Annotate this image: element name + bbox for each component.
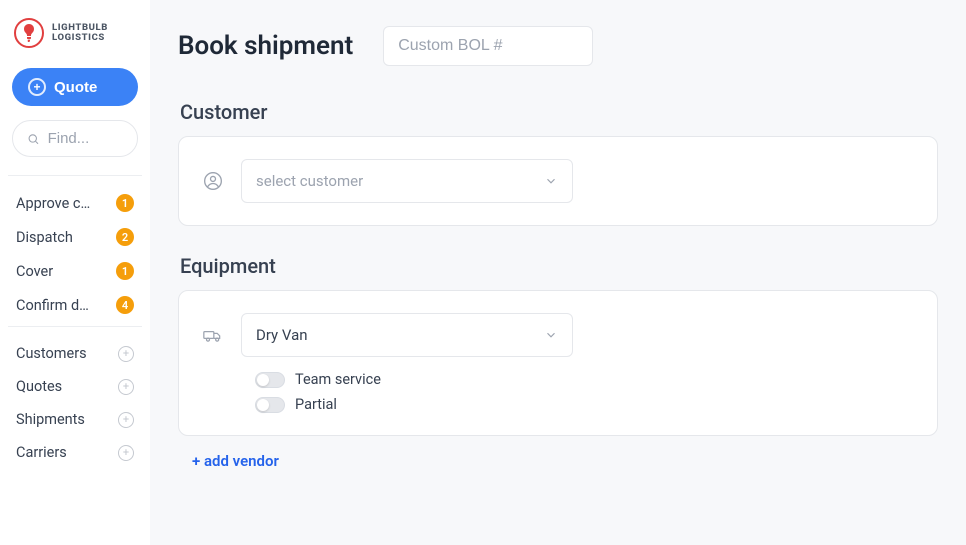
plus-icon[interactable]: + bbox=[118, 445, 134, 461]
sidebar-link-customers[interactable]: Customers + bbox=[8, 337, 142, 370]
chevron-down-icon bbox=[544, 174, 558, 188]
logo: LIGHTBULB LOGISTICS bbox=[8, 18, 142, 68]
logo-icon bbox=[14, 18, 44, 48]
plus-icon[interactable]: + bbox=[118, 379, 134, 395]
sidebar-task-confirm[interactable]: Confirm d… 4 bbox=[8, 288, 142, 322]
main-content: Book shipment Customer select customer E… bbox=[150, 0, 966, 545]
sidebar-item-label: Customers bbox=[16, 345, 87, 362]
equipment-section: Equipment Dry Van Team service Partial +… bbox=[178, 254, 938, 470]
plus-icon[interactable]: + bbox=[118, 346, 134, 362]
sidebar-link-shipments[interactable]: Shipments + bbox=[8, 403, 142, 436]
count-badge: 2 bbox=[116, 228, 134, 246]
sidebar-item-label: Shipments bbox=[16, 411, 85, 428]
sidebar-item-label: Quotes bbox=[16, 378, 62, 395]
sidebar-item-label: Approve c… bbox=[16, 195, 90, 212]
chevron-down-icon bbox=[544, 328, 558, 342]
logo-text: LIGHTBULB LOGISTICS bbox=[52, 23, 108, 43]
equipment-card: Dry Van Team service Partial bbox=[178, 290, 938, 436]
customer-card: select customer bbox=[178, 136, 938, 226]
toggle-label: Partial bbox=[295, 396, 337, 413]
sidebar-link-carriers[interactable]: Carriers + bbox=[8, 436, 142, 469]
customer-select[interactable]: select customer bbox=[241, 159, 573, 203]
partial-toggle[interactable] bbox=[255, 397, 285, 413]
sidebar-task-cover[interactable]: Cover 1 bbox=[8, 254, 142, 288]
bol-input[interactable] bbox=[383, 26, 593, 66]
sidebar-link-quotes[interactable]: Quotes + bbox=[8, 370, 142, 403]
truck-icon bbox=[203, 326, 223, 344]
equipment-type-value: Dry Van bbox=[256, 326, 308, 344]
sidebar-item-label: Carriers bbox=[16, 444, 67, 461]
count-badge: 1 bbox=[116, 194, 134, 212]
section-title: Customer bbox=[178, 100, 938, 124]
quote-button-label: Quote bbox=[54, 79, 97, 96]
sidebar-task-approve[interactable]: Approve c… 1 bbox=[8, 186, 142, 220]
count-badge: 1 bbox=[116, 262, 134, 280]
customer-section: Customer select customer bbox=[178, 100, 938, 226]
search-input[interactable] bbox=[48, 130, 123, 147]
add-vendor-link[interactable]: + add vendor bbox=[192, 452, 279, 470]
user-icon bbox=[203, 171, 223, 191]
divider bbox=[8, 175, 142, 176]
divider bbox=[8, 326, 142, 327]
sidebar-task-dispatch[interactable]: Dispatch 2 bbox=[8, 220, 142, 254]
equipment-type-select[interactable]: Dry Van bbox=[241, 313, 573, 357]
sidebar-item-label: Cover bbox=[16, 263, 53, 280]
section-title: Equipment bbox=[178, 254, 938, 278]
team-service-toggle-row: Team service bbox=[203, 371, 913, 388]
partial-toggle-row: Partial bbox=[203, 396, 913, 413]
page-title: Book shipment bbox=[178, 31, 353, 61]
plus-icon[interactable]: + bbox=[118, 412, 134, 428]
search-input-wrapper[interactable] bbox=[12, 120, 138, 157]
sidebar: LIGHTBULB LOGISTICS + Quote Approve c… 1… bbox=[0, 0, 150, 545]
sidebar-item-label: Confirm d… bbox=[16, 297, 89, 314]
count-badge: 4 bbox=[116, 296, 134, 314]
sidebar-item-label: Dispatch bbox=[16, 229, 73, 246]
search-icon bbox=[27, 131, 40, 147]
page-header: Book shipment bbox=[178, 26, 938, 66]
quote-button[interactable]: + Quote bbox=[12, 68, 138, 106]
team-service-toggle[interactable] bbox=[255, 372, 285, 388]
customer-select-placeholder: select customer bbox=[256, 172, 363, 190]
plus-circle-icon: + bbox=[28, 78, 46, 96]
toggle-label: Team service bbox=[295, 371, 381, 388]
brand-line2: LOGISTICS bbox=[52, 33, 108, 43]
